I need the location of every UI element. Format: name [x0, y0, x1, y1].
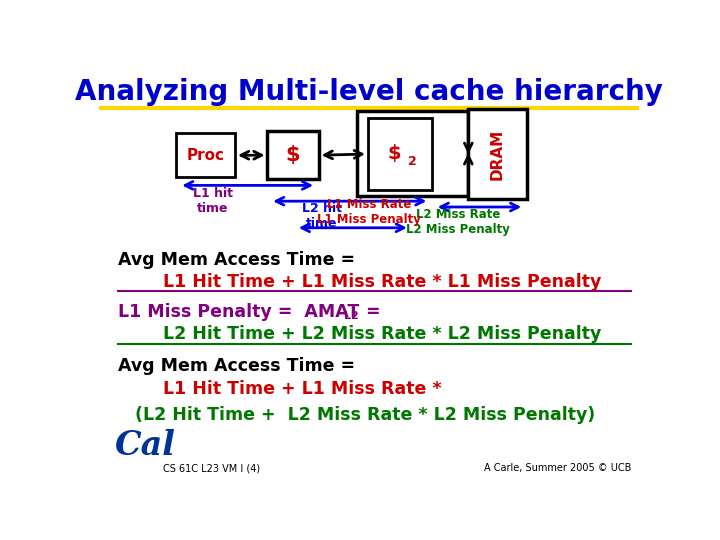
Text: L2 Miss Rate
L2 Miss Penalty: L2 Miss Rate L2 Miss Penalty — [406, 208, 510, 237]
Text: L2: L2 — [344, 310, 359, 321]
Text: L1 Miss Rate
L1 Miss Penalty: L1 Miss Rate L1 Miss Penalty — [317, 198, 421, 226]
Bar — [267, 131, 319, 179]
Bar — [368, 118, 432, 191]
Text: L2 hit
time: L2 hit time — [302, 202, 341, 231]
Text: Cal: Cal — [115, 429, 176, 462]
Text: Analyzing Multi-level cache hierarchy: Analyzing Multi-level cache hierarchy — [75, 78, 663, 106]
Text: L1 Hit Time + L1 Miss Rate *: L1 Hit Time + L1 Miss Rate * — [163, 380, 441, 398]
Text: 2: 2 — [408, 155, 417, 168]
Text: L1 hit
time: L1 hit time — [193, 187, 233, 215]
Text: L1 Hit Time + L1 Miss Rate * L1 Miss Penalty: L1 Hit Time + L1 Miss Rate * L1 Miss Pen… — [163, 273, 601, 291]
Text: CS 61C L23 VM I (4): CS 61C L23 VM I (4) — [163, 463, 260, 473]
Text: DRAM: DRAM — [490, 129, 505, 180]
Text: Avg Mem Access Time =: Avg Mem Access Time = — [118, 251, 355, 269]
Text: (L2 Hit Time +  L2 Miss Rate * L2 Miss Penalty): (L2 Hit Time + L2 Miss Rate * L2 Miss Pe… — [135, 406, 595, 424]
Text: L2 Hit Time + L2 Miss Rate * L2 Miss Penalty: L2 Hit Time + L2 Miss Rate * L2 Miss Pen… — [163, 325, 601, 343]
Text: A Carle, Summer 2005 © UCB: A Carle, Summer 2005 © UCB — [484, 463, 631, 473]
Text: L1 Miss Penalty =  AMAT: L1 Miss Penalty = AMAT — [118, 303, 359, 321]
Text: $: $ — [387, 145, 401, 164]
Bar — [356, 111, 468, 196]
Bar — [468, 109, 527, 199]
Text: $: $ — [286, 145, 300, 165]
Text: Avg Mem Access Time =: Avg Mem Access Time = — [118, 357, 355, 375]
Text: =: = — [360, 303, 381, 321]
Bar — [176, 133, 235, 177]
Text: Proc: Proc — [186, 148, 225, 163]
